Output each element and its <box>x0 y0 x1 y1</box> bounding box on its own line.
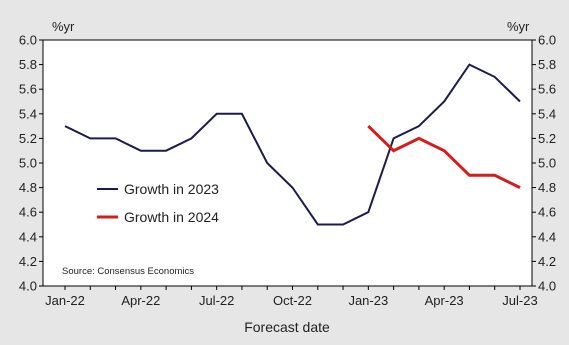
y-tick-label-right: 4.8 <box>538 180 556 195</box>
y-tick-label-left: 5.2 <box>19 131 37 146</box>
x-tick-label: Jul-23 <box>502 293 537 308</box>
y-unit-label-right: %yr <box>507 19 530 34</box>
y-tick-label-right: 5.8 <box>538 57 556 72</box>
y-tick-label-left: 4.8 <box>19 180 37 195</box>
y-tick-label-left: 5.8 <box>19 57 37 72</box>
y-tick-label-right: 4.0 <box>538 279 556 294</box>
x-tick-label: Apr-22 <box>121 293 160 308</box>
y-axis-right: 4.0 4.2 4.4 4.6 4.8 5.0 5.2 5.4 5.6 5.8 6.0 <box>532 33 556 294</box>
x-axis-title: Forecast date <box>244 319 330 335</box>
y-tick-label-left: 4.2 <box>19 254 37 269</box>
x-tick-label: Jan-22 <box>45 293 85 308</box>
y-tick-label-left: 4.4 <box>19 229 37 244</box>
y-tick-label-left: 5.4 <box>19 106 37 121</box>
legend: Growth in 2023 Growth in 2024 <box>97 181 219 225</box>
x-tick-label: Jul-22 <box>199 293 234 308</box>
source-note: Source: Consensus Economics <box>62 266 194 277</box>
x-axis: Jan-22 Apr-22 Jul-22 Oct-22 Jan-23 Apr-23 Jul-… <box>45 286 538 308</box>
series-line-growth-2024 <box>367 125 521 189</box>
legend-label-growth-2024: Growth in 2024 <box>124 209 219 225</box>
legend-label-growth-2023: Growth in 2023 <box>124 181 219 197</box>
y-tick-label-left: 6.0 <box>19 33 37 48</box>
y-tick-label-left: 4.0 <box>19 279 37 294</box>
y-tick-label-right: 4.6 <box>538 205 556 220</box>
y-tick-label-right: 5.2 <box>538 131 556 146</box>
plot-area <box>42 39 533 287</box>
y-tick-label-right: 5.0 <box>538 156 556 171</box>
series-line-growth-2023 <box>64 63 521 226</box>
y-tick-label-right: 4.4 <box>538 229 556 244</box>
x-tick-label: Oct-22 <box>273 293 312 308</box>
y-tick-label-left: 5.0 <box>19 156 37 171</box>
y-tick-label-right: 5.6 <box>538 82 556 97</box>
y-axis-left: 4.0 4.2 4.4 4.6 4.8 5.0 5.2 5.4 5.6 5.8 6.0 <box>19 33 43 294</box>
series-layer <box>64 63 521 226</box>
x-tick-label: Apr-23 <box>425 293 464 308</box>
y-unit-label-left: %yr <box>52 19 75 34</box>
y-tick-label-left: 5.6 <box>19 82 37 97</box>
y-tick-label-right: 6.0 <box>538 33 556 48</box>
y-tick-label-right: 4.2 <box>538 254 556 269</box>
y-tick-label-left: 4.6 <box>19 205 37 220</box>
x-tick-label: Jan-23 <box>348 293 388 308</box>
y-tick-label-right: 5.4 <box>538 106 556 121</box>
